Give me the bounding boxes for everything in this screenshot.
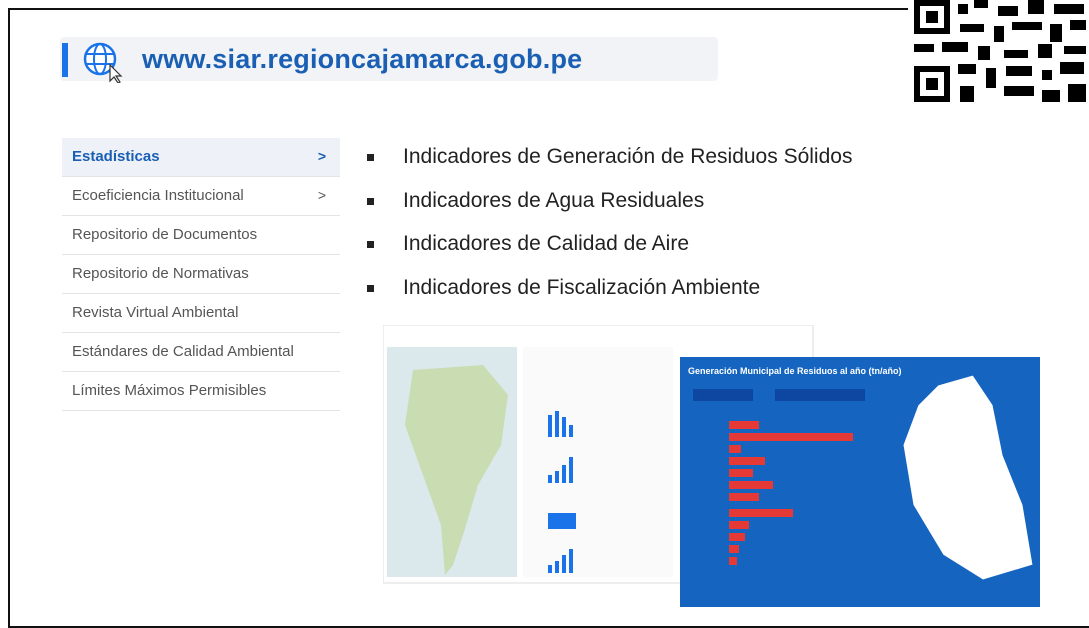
bullet-item: Indicadores de Calidad de Aire [365,230,852,274]
menu-label: Límites Máximos Permisibles [72,382,267,399]
menu-arrow: > [317,187,326,203]
bullet-item: Indicadores de Generación de Residuos Só… [365,143,852,187]
bullet-item: Indicadores de Fiscalización Ambiente [365,274,852,318]
menu-label: Estándares de Calidad Ambiental [72,343,294,360]
menu-item[interactable]: Revista Virtual Ambiental [62,294,340,333]
slide: www.siar.regioncajamarca.gob.pe Estadíst… [8,0,1089,628]
menu-item[interactable]: Límites Máximos Permisibles [62,372,340,411]
menu-label: Ecoeficiencia Institucional [72,187,244,204]
menu-label: Estadísticas [72,148,160,165]
menu-item[interactable]: Repositorio de Normativas [62,255,340,294]
qr-code [908,0,1089,106]
panel-title: Generación Municipal de Residuos al año … [688,366,902,376]
bullet-list: Indicadores de Generación de Residuos Só… [365,143,852,317]
menu-item[interactable]: Estándares de Calidad Ambiental [62,333,340,372]
url-text: www.siar.regioncajamarca.gob.pe [142,44,583,74]
menu-item[interactable]: Estadísticas > [62,138,340,177]
menu-label: Revista Virtual Ambiental [72,304,239,321]
url-bar [60,37,718,81]
menu-arrow: > [317,148,326,164]
menu-item[interactable]: Ecoeficiencia Institucional > [62,177,340,216]
menu-item[interactable]: Repositorio de Documentos [62,216,340,255]
menu-label: Repositorio de Normativas [72,265,249,282]
bullet-item: Indicadores de Agua Residuales [365,187,852,231]
side-menu: Estadísticas > Ecoeficiencia Institucional… [62,138,340,411]
menu-label: Repositorio de Documentos [72,226,258,243]
screenshots [383,325,1040,607]
web-icon [62,42,123,83]
